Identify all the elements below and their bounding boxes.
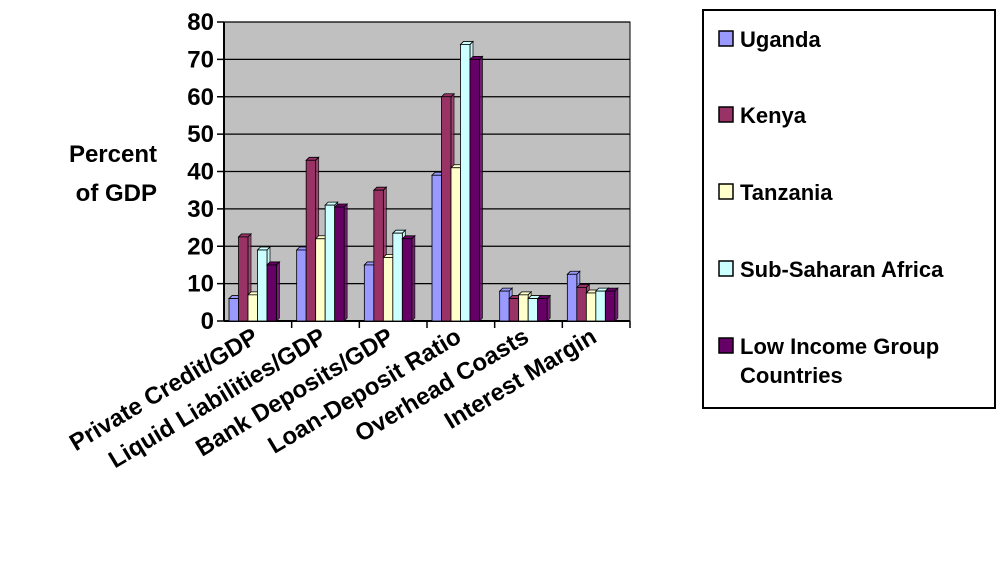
bar — [228, 298, 239, 322]
legend-swatch — [718, 30, 734, 47]
bar — [537, 298, 548, 322]
bar — [585, 292, 597, 322]
bar — [595, 290, 606, 322]
bar — [305, 159, 317, 322]
y-axis-title-line: Percent — [69, 141, 157, 168]
y-tick-label: 30 — [187, 196, 214, 223]
y-tick-label: 70 — [187, 46, 214, 73]
legend-label: Uganda — [740, 27, 821, 52]
bar — [431, 174, 442, 322]
y-tick-label: 0 — [201, 308, 214, 335]
y-axis-title: Percent of GDP — [69, 141, 157, 207]
bar-side — [343, 203, 348, 322]
bar — [363, 264, 375, 322]
bar — [518, 294, 529, 322]
bar-side — [411, 234, 416, 322]
legend: Uganda Kenya Tanzania Sub-Saharan Africa Low… — [702, 9, 996, 409]
bar — [382, 257, 394, 322]
bar — [334, 206, 345, 322]
bar-side — [479, 55, 483, 322]
bar — [296, 249, 307, 322]
y-tick-label: 10 — [187, 271, 214, 298]
bar — [469, 58, 480, 322]
bar — [508, 298, 520, 322]
y-tick-label: 20 — [187, 233, 214, 260]
bar — [527, 298, 539, 322]
legend-label: Kenya — [740, 103, 807, 128]
legend-label: Low Income Group — [740, 334, 939, 359]
y-tick-label: 80 — [187, 9, 214, 36]
bar — [315, 238, 326, 322]
legend-swatch — [718, 260, 734, 277]
bar — [576, 286, 587, 322]
bar — [441, 96, 452, 322]
bar-side — [614, 287, 619, 322]
legend-label: Countries — [740, 363, 843, 388]
legend-label: Sub-Saharan Africa — [740, 257, 944, 282]
bar-side — [546, 294, 551, 322]
bar — [566, 273, 578, 322]
legend-swatch — [718, 337, 734, 354]
bar — [604, 290, 616, 322]
bar — [373, 189, 384, 322]
legend-swatch — [718, 183, 734, 200]
bar — [392, 232, 403, 322]
bar — [324, 204, 336, 322]
bar — [460, 44, 471, 322]
bar — [401, 238, 413, 322]
bar-side — [276, 260, 280, 322]
bar — [247, 294, 258, 322]
y-tick-label: 40 — [187, 159, 214, 186]
y-tick-label: 50 — [187, 121, 214, 148]
y-tick-label: 60 — [187, 84, 214, 111]
legend-swatch — [718, 106, 734, 123]
bar — [266, 264, 277, 322]
bar — [450, 167, 461, 322]
legend-box — [702, 9, 996, 409]
legend-label: Tanzania — [740, 180, 833, 205]
y-axis-title-line: of GDP — [76, 180, 157, 207]
bar — [257, 249, 268, 322]
bar — [499, 290, 510, 322]
bar — [238, 236, 249, 322]
